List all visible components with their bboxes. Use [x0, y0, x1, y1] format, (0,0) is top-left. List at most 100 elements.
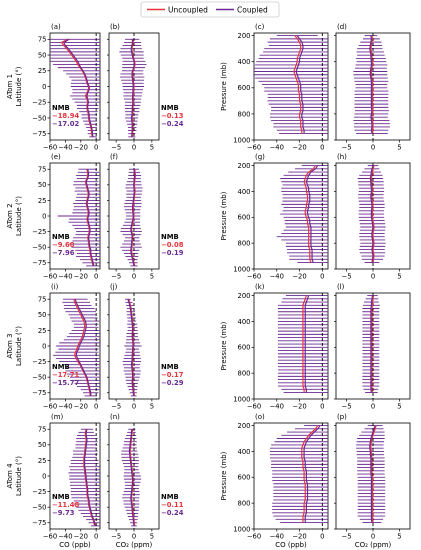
panel-letter: (m)	[51, 413, 64, 421]
panel-letter: (e)	[51, 153, 61, 161]
panel-letter: (d)	[337, 23, 347, 31]
x-tick-label: −20	[74, 533, 88, 541]
series-line-coupled	[128, 429, 135, 526]
y-tick-label: −50	[32, 114, 46, 122]
x-tick-label: 5	[150, 144, 154, 152]
y-tick-label: −25	[32, 228, 46, 236]
x-axis-label-co2: CO₂ (ppm)	[116, 541, 153, 549]
panel-letter: (f)	[110, 153, 118, 161]
panel-k: −60 −40 −20 0 200 400 600 800 1000 (k)	[233, 283, 329, 411]
x-tick-label: −40	[58, 533, 72, 541]
y-tick-label: −25	[32, 358, 46, 366]
panel-j: −5 0 5 (j)	[107, 283, 160, 411]
y-tick-label: 50	[38, 311, 47, 319]
x-axis-label-co: CO (ppb)	[59, 541, 91, 549]
x-tick-label: 0	[94, 403, 98, 411]
bottom-axis-labels: CO (ppb) CO₂ (ppm) CO (ppb) CO₂ (ppm)	[59, 541, 391, 549]
y-tick-label: −50	[32, 244, 46, 252]
nmb-co2-coupled: −0.19	[161, 249, 184, 257]
nmb-co-uncoupled: −11.48	[52, 501, 79, 509]
panel-e: −60 −40 −20 0 −75 −50 −25 0 25 50 75 (e)	[32, 153, 101, 281]
y-tick-label: 25	[38, 457, 47, 465]
y-tick-label: −75	[32, 389, 46, 397]
x-tick-label: 0	[320, 403, 324, 411]
panel-frame	[253, 292, 329, 400]
panel-letter: (g)	[255, 153, 265, 161]
y-tick-label: −25	[32, 488, 46, 496]
x-tick-label: −20	[74, 273, 88, 281]
x-tick-label: 0	[371, 144, 375, 152]
x-tick-label: 5	[150, 403, 154, 411]
panel-letter: (o)	[255, 413, 265, 421]
series-line-uncoupled	[370, 425, 377, 523]
x-tick-label: 0	[320, 273, 324, 281]
row-2-labels: ATom 2 Latitude (°) Pressure (mb)NMB−9.60−…	[6, 191, 228, 257]
row-3-labels: ATom 3 Latitude (°) Pressure (mb)NMB−17.71…	[6, 321, 228, 387]
y-tick-label: 1000	[233, 265, 250, 273]
x-tick-label: −60	[247, 533, 261, 541]
nmb-title: NMB	[161, 233, 179, 241]
y-tick-label: 800	[238, 240, 251, 248]
series-line-coupled	[304, 295, 310, 393]
y-tick-label: 0	[42, 212, 46, 220]
y-tick-label: −50	[32, 374, 46, 382]
nmb-title: NMB	[161, 363, 179, 371]
x-tick-label: 5	[150, 533, 154, 541]
series-line-coupled	[369, 35, 373, 134]
x-tick-label: −5	[111, 403, 121, 411]
x-tick-label: 5	[397, 273, 401, 281]
x-tick-label: −20	[74, 403, 88, 411]
panel-d: −5 0 5 (d)	[334, 23, 411, 152]
nmb-co-coupled: −9.73	[52, 509, 75, 517]
x-tick-label: −20	[292, 144, 306, 152]
series-line-uncoupled	[370, 165, 375, 263]
panel-m: −60 −40 −20 0 −75 −50 −25 0 25 50 75 (m)	[32, 413, 101, 541]
panel-letter: (n)	[110, 413, 120, 421]
x-tick-label: −5	[342, 403, 352, 411]
series-line-uncoupled	[130, 169, 137, 267]
x-tick-label: 0	[132, 144, 136, 152]
pressure-axis-label: Pressure (mb)	[220, 62, 228, 111]
panel-frame	[253, 422, 329, 530]
x-tick-label: 0	[320, 144, 324, 152]
x-tick-label: 0	[371, 533, 375, 541]
series-line-coupled	[85, 169, 95, 267]
x-tick-label: −20	[292, 533, 306, 541]
panel-frame	[253, 32, 329, 141]
x-tick-label: −40	[270, 144, 284, 152]
y-tick-label: 200	[238, 292, 251, 300]
x-tick-label: 0	[132, 403, 136, 411]
panel-a: −60 −40 −20 0 −75 −50 −25 0 25 50 75 (a)	[32, 23, 101, 152]
nmb-title: NMB	[52, 104, 70, 112]
x-tick-label: 5	[397, 144, 401, 152]
x-tick-label: −5	[342, 273, 352, 281]
latitude-axis-label: ATom 4	[6, 463, 14, 489]
y-tick-label: 0	[42, 83, 46, 91]
x-tick-label: 0	[132, 533, 136, 541]
series-line-coupled	[127, 299, 135, 396]
series-line-uncoupled	[303, 165, 316, 263]
x-tick-label: −40	[270, 533, 284, 541]
x-tick-label: −5	[111, 533, 121, 541]
panel-letter: (p)	[337, 413, 347, 421]
panel-letter: (a)	[51, 23, 61, 31]
nmb-co-uncoupled: −17.71	[52, 371, 79, 379]
y-tick-label: 600	[238, 474, 251, 482]
latitude-axis-label: Latitude (°)	[15, 456, 23, 496]
x-tick-label: −5	[342, 533, 352, 541]
x-tick-label: −40	[270, 403, 284, 411]
panel-h: −5 0 5 (h)	[334, 153, 411, 281]
series-line-uncoupled	[83, 429, 96, 527]
y-tick-label: 75	[38, 36, 47, 44]
nmb-co-coupled: −15.77	[52, 379, 79, 387]
nmb-co2-coupled: −0.24	[161, 509, 184, 517]
panel-frame	[253, 162, 329, 270]
x-tick-label: 0	[94, 144, 98, 152]
series-line-uncoupled	[301, 425, 319, 523]
panel-letter: (j)	[110, 283, 118, 291]
x-tick-label: 0	[371, 403, 375, 411]
x-tick-label: −60	[43, 403, 57, 411]
series-line-coupled	[130, 169, 136, 267]
y-tick-label: 50	[38, 181, 47, 189]
nmb-co-coupled: −17.02	[52, 120, 79, 128]
